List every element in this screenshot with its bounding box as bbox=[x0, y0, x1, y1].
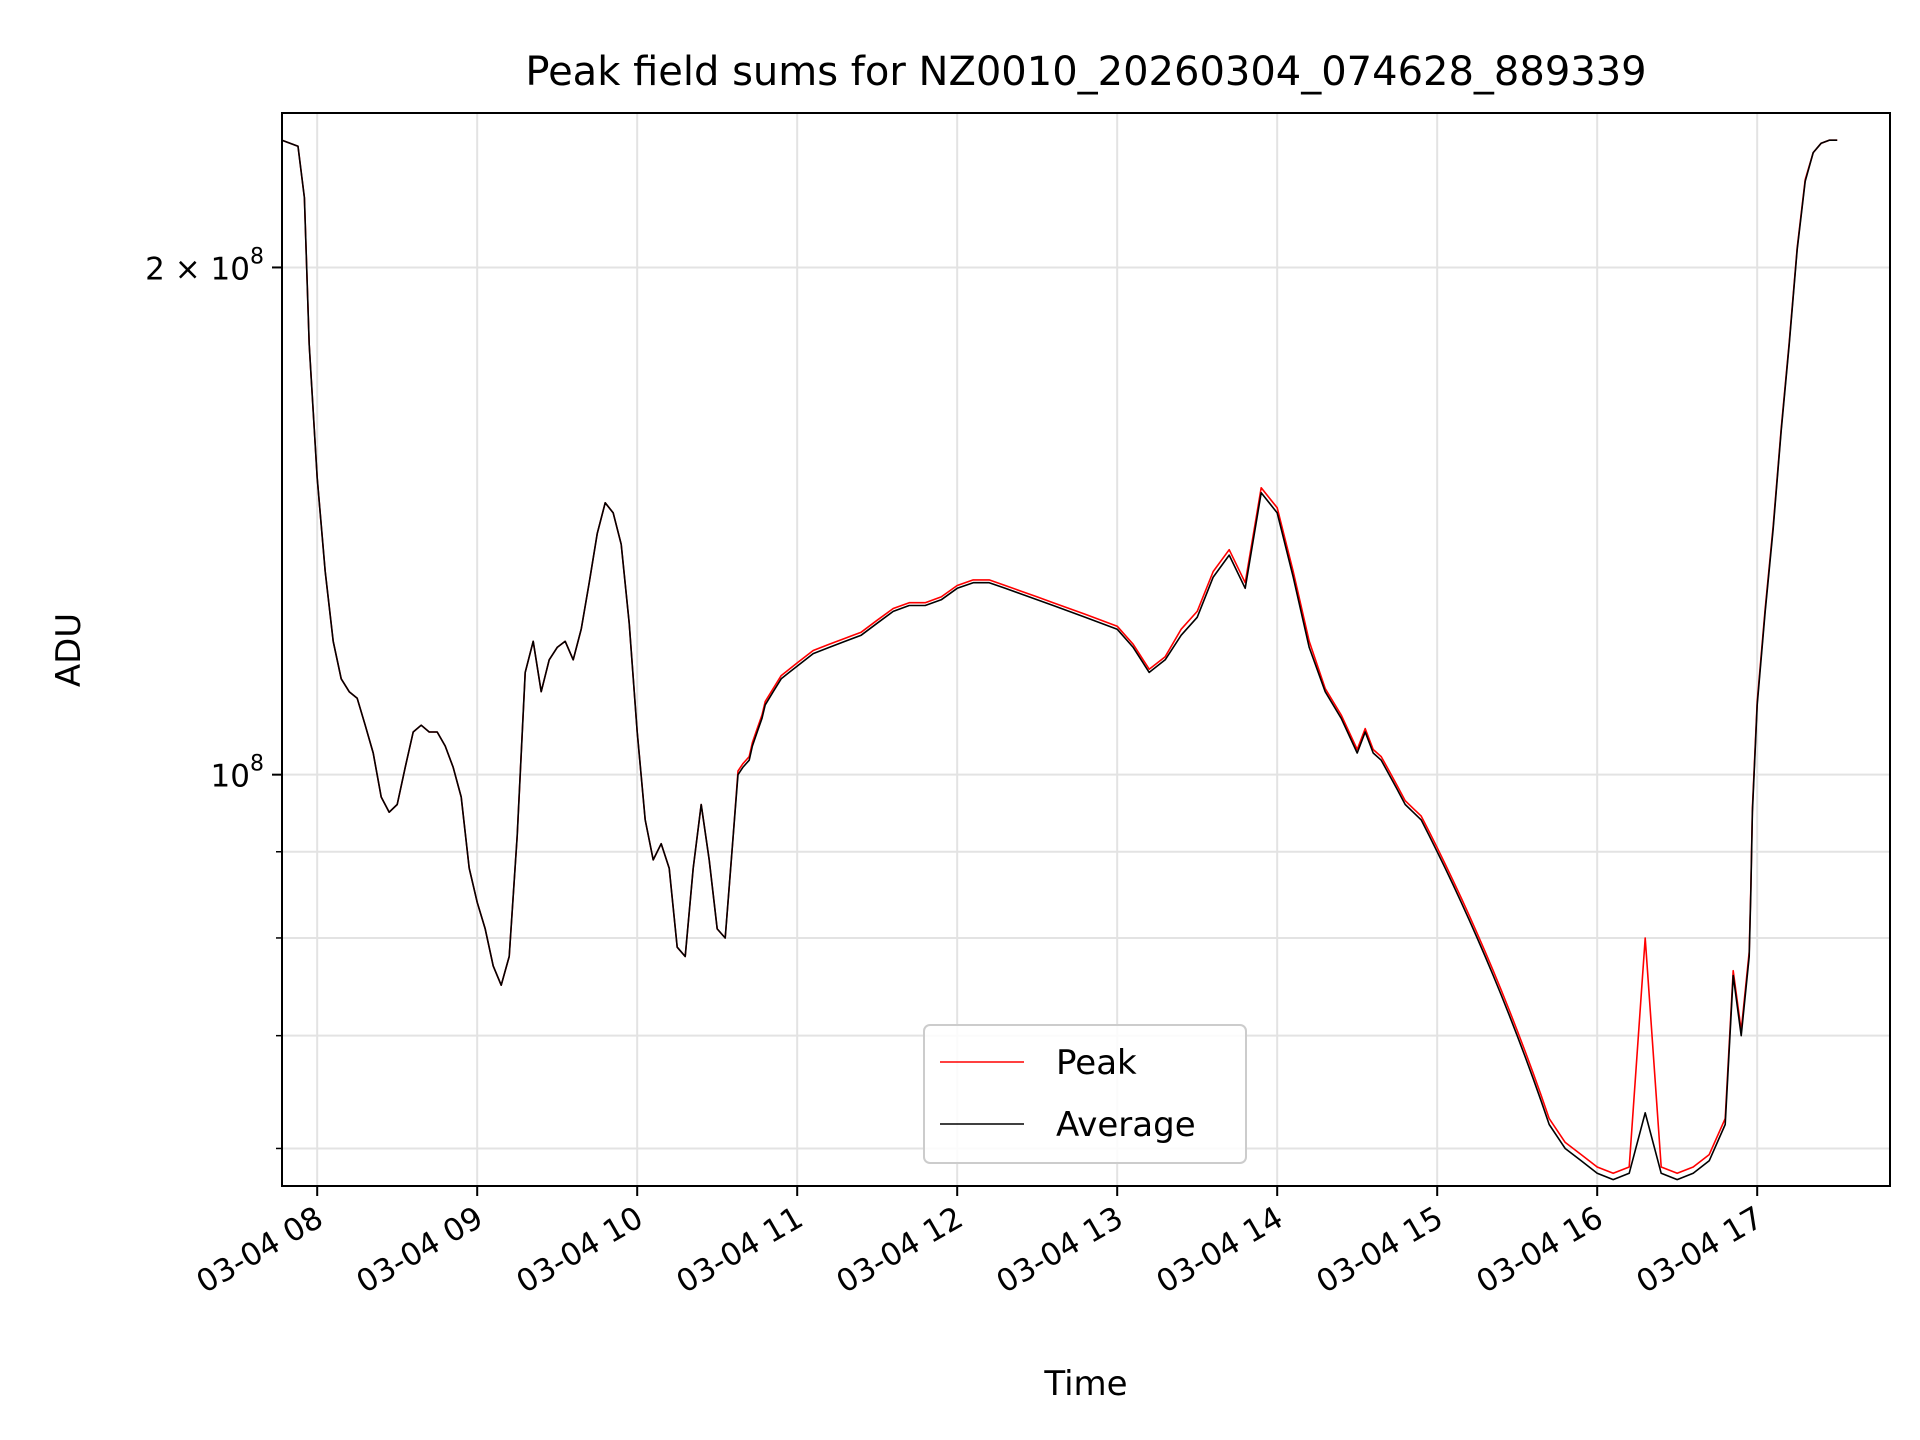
y-tick-label-exponent: 8 bbox=[250, 244, 264, 269]
y-tick-label-base: 10 bbox=[211, 759, 250, 795]
legend-label-average: Average bbox=[1056, 1105, 1196, 1145]
legend-label-peak: Peak bbox=[1056, 1043, 1137, 1083]
x-tick-label: 03-04 11 bbox=[670, 1200, 809, 1301]
series-group bbox=[281, 139, 1838, 1181]
plot-frame bbox=[281, 112, 1891, 1187]
y-tick-label-exponent: 8 bbox=[250, 752, 264, 777]
series-line-peak bbox=[281, 139, 1838, 1175]
y-axis-label: ADU bbox=[49, 613, 89, 687]
x-tick-label: 03-04 09 bbox=[350, 1200, 489, 1301]
series-line-average bbox=[281, 139, 1838, 1181]
x-tick-label: 03-04 15 bbox=[1310, 1200, 1449, 1301]
x-tick-label: 03-04 13 bbox=[990, 1200, 1129, 1301]
x-tick-label: 03-04 08 bbox=[190, 1200, 329, 1301]
x-tick-label: 03-04 17 bbox=[1630, 1200, 1769, 1301]
x-tick-label: 03-04 14 bbox=[1150, 1200, 1289, 1301]
y-tick-label: 2 × 108 bbox=[145, 244, 264, 287]
x-tick-label: 03-04 12 bbox=[830, 1200, 969, 1301]
legend-box bbox=[923, 1024, 1247, 1164]
y-tick-label-base: 2 × 10 bbox=[145, 251, 250, 287]
y-tick-label: 108 bbox=[211, 752, 264, 795]
legend: Peak Average bbox=[923, 1024, 1247, 1164]
x-tick-label: 03-04 10 bbox=[510, 1200, 649, 1301]
chart-title: Peak field sums for NZ0010_20260304_0746… bbox=[525, 49, 1646, 95]
x-axis: 03-04 08 03-04 09 03-04 10 03-04 11 03-04 12… bbox=[190, 1186, 1769, 1301]
x-axis-label: Time bbox=[1043, 1364, 1127, 1404]
x-tick-label: 03-04 16 bbox=[1470, 1200, 1609, 1301]
grid bbox=[282, 113, 1890, 1186]
